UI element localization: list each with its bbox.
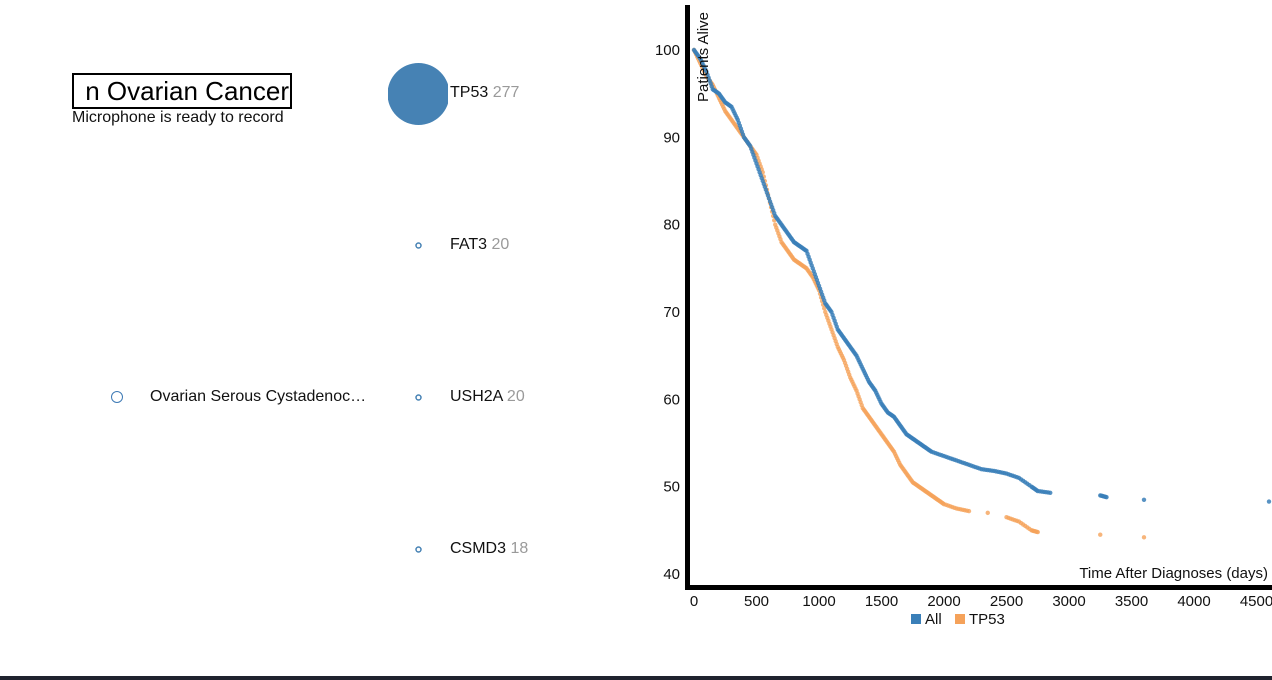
x-tick-label: 4500 <box>1240 593 1272 610</box>
gene-name: TP53 <box>450 84 489 101</box>
gene-name: FAT3 <box>450 236 488 253</box>
bottom-bar <box>0 676 1272 680</box>
survival-chart: 40 50 60 70 80 90 100 0 500 1000 1500 2000 2500 3000… <box>655 5 1272 628</box>
legend-swatch-all <box>911 614 921 624</box>
data-point-tp53 <box>985 510 990 516</box>
microphone-status: Microphone is ready to record <box>72 109 284 126</box>
legend-label-all[interactable]: All <box>925 611 942 628</box>
y-tick-label: 80 <box>663 217 680 234</box>
chart-legend: All TP53 <box>911 611 1005 628</box>
gene-node-fat3[interactable] <box>415 242 422 249</box>
x-tick-label: 2000 <box>927 593 960 610</box>
gene-count: 20 <box>506 388 525 405</box>
x-tick-label: 2500 <box>990 593 1023 610</box>
y-axis-line <box>685 5 690 590</box>
gene-node-graph <box>388 63 448 553</box>
search-input[interactable]: n Ovarian Cancer <box>72 73 292 109</box>
data-point-tp53 <box>1141 535 1147 540</box>
y-tick-label: 100 <box>655 42 680 59</box>
x-tick-label: 1000 <box>802 593 835 610</box>
data-point-tp53 <box>1035 529 1040 535</box>
series-all <box>691 47 1272 504</box>
y-tick-label: 50 <box>663 479 680 496</box>
data-point-tp53 <box>822 306 827 311</box>
gene-name: USH2A <box>450 388 503 405</box>
data-point-all <box>1141 497 1147 502</box>
legend-label-tp53[interactable]: TP53 <box>969 611 1005 628</box>
gene-label-csmd3[interactable]: CSMD3 18 <box>450 540 528 558</box>
disease-node-circle[interactable] <box>111 391 123 403</box>
x-tick-label: 4000 <box>1177 593 1210 610</box>
y-axis-label: Patients Alive <box>695 12 712 102</box>
x-tick-label: 1500 <box>865 593 898 610</box>
x-tick-label: 3500 <box>1115 593 1148 610</box>
y-axis-ticks: 40 50 60 70 80 90 100 <box>655 42 680 583</box>
gene-node-tp53[interactable] <box>388 63 448 125</box>
y-tick-label: 90 <box>663 129 680 146</box>
gene-node-csmd3[interactable] <box>415 546 422 553</box>
y-tick-label: 60 <box>663 391 680 408</box>
gene-label-ush2a[interactable]: USH2A 20 <box>450 388 525 406</box>
x-tick-label: 500 <box>744 593 769 610</box>
gene-node-ush2a[interactable] <box>415 394 422 401</box>
x-axis-ticks: 0 500 1000 1500 2000 2500 3000 3500 4000 4500 <box>690 593 1272 610</box>
x-tick-label: 3000 <box>1052 593 1085 610</box>
legend-swatch-tp53 <box>955 614 965 624</box>
gene-name: CSMD3 <box>450 540 507 557</box>
gene-count: 20 <box>491 236 510 253</box>
data-point-tp53 <box>966 508 972 514</box>
data-point-all <box>1266 499 1272 504</box>
chart-points <box>691 47 1272 540</box>
x-tick-label: 0 <box>690 593 698 610</box>
disease-node-label[interactable]: Ovarian Serous Cystadenoca... <box>150 388 372 405</box>
series-tp53 <box>691 47 1147 540</box>
gene-label-tp53[interactable]: TP53 277 <box>450 84 519 102</box>
y-tick-label: 70 <box>663 304 680 321</box>
data-point-all <box>1104 494 1109 500</box>
gene-count: 18 <box>510 540 529 557</box>
x-axis-label: Time After Diagnoses (days) <box>1079 565 1268 582</box>
gene-count: 277 <box>492 84 520 101</box>
gene-label-fat3[interactable]: FAT3 20 <box>450 236 509 254</box>
y-tick-label: 40 <box>663 566 680 583</box>
search-input-value: n Ovarian Cancer <box>85 76 289 106</box>
data-point-all <box>1048 490 1053 495</box>
data-point-tp53 <box>1098 532 1103 537</box>
x-axis-line <box>685 585 1272 590</box>
